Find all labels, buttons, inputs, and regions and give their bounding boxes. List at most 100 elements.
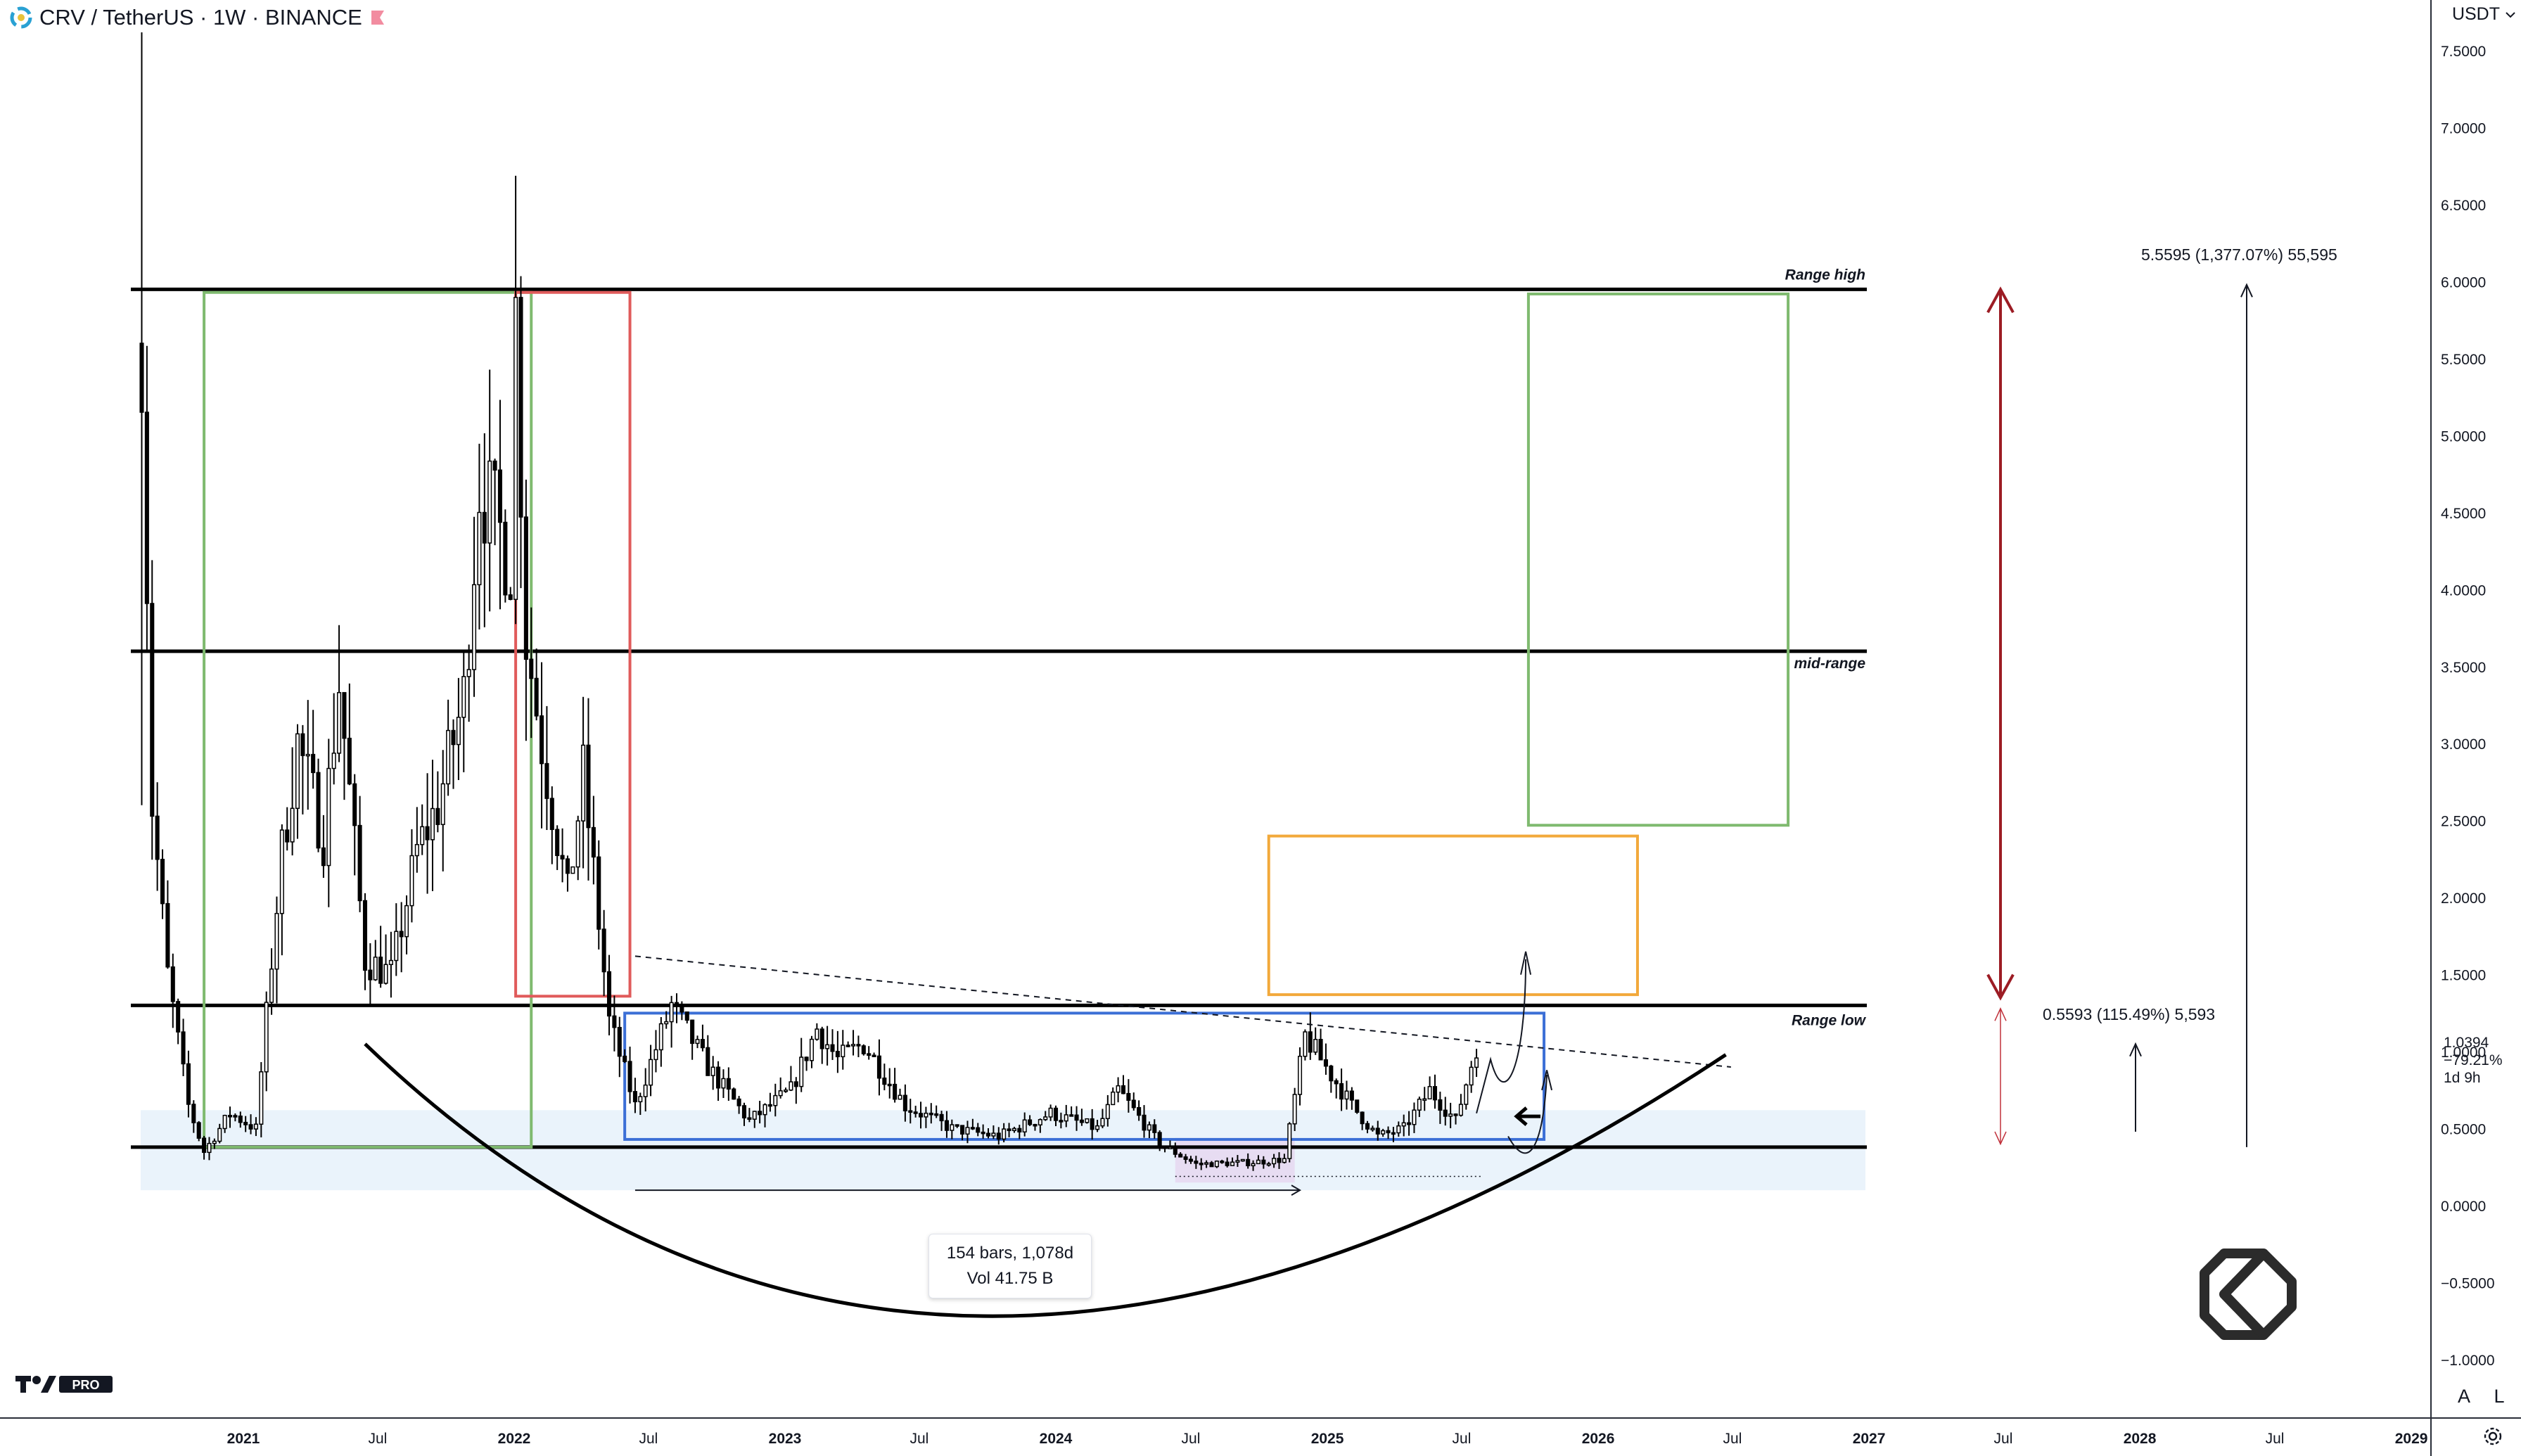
candle-body xyxy=(1220,1161,1225,1163)
candle-body xyxy=(311,753,316,774)
candle-body xyxy=(560,855,565,860)
candle-body xyxy=(1396,1125,1401,1134)
drawing-boxes xyxy=(203,290,1790,1149)
auto-scale-button[interactable]: A xyxy=(2457,1386,2470,1407)
y-axis[interactable]: 7.5000 7.0000 6.5000 6.0000 5.5000 5.0000 4.50… xyxy=(2441,44,2495,1369)
candle-body xyxy=(430,807,435,841)
currency-selector[interactable]: USDT xyxy=(2452,4,2515,25)
candle-body xyxy=(924,1112,928,1118)
candle-body xyxy=(529,658,534,679)
symbol-title[interactable]: CRV / TetherUS · 1W · BINANCE xyxy=(39,5,362,30)
candle-body xyxy=(1105,1104,1110,1119)
candle-body xyxy=(1391,1132,1396,1135)
candle-body xyxy=(985,1132,991,1137)
projection-arrow-head xyxy=(1520,951,1532,975)
gear-icon[interactable] xyxy=(2482,1425,2504,1448)
flag-icon[interactable] xyxy=(369,9,386,26)
candle-body xyxy=(1194,1161,1199,1164)
y-tick-label: 2.5000 xyxy=(2441,814,2486,830)
blue-range-box xyxy=(623,1011,1546,1141)
scale-buttons: A L xyxy=(2452,1386,2511,1407)
range-height-arrow-heads xyxy=(1986,286,2015,1001)
candle-body xyxy=(503,521,508,596)
level-label: Range high xyxy=(1785,267,1865,283)
candle-body xyxy=(497,469,502,523)
log-scale-button[interactable]: L xyxy=(2494,1386,2505,1407)
candle-body xyxy=(1199,1163,1204,1166)
bar-countdown: 1d 9h xyxy=(2444,1070,2481,1086)
candle-body xyxy=(581,744,586,822)
candle-body xyxy=(285,829,290,843)
candle-body xyxy=(362,900,368,971)
x-tick-label: 2026 xyxy=(1582,1431,1615,1447)
candle-body xyxy=(732,1088,736,1100)
candle-body xyxy=(1048,1107,1053,1118)
candle-body xyxy=(825,1044,830,1049)
candle-body xyxy=(1178,1154,1183,1158)
candle-body xyxy=(1266,1163,1271,1166)
candle-body xyxy=(212,1140,217,1144)
y-tick-label: 7.0000 xyxy=(2441,120,2486,136)
candle-body xyxy=(1022,1119,1027,1132)
y-tick-label: 0.5000 xyxy=(2441,1122,2486,1138)
candle-body xyxy=(1381,1130,1386,1135)
y-tick-label: 1.0000 xyxy=(2441,1045,2486,1061)
candle-body xyxy=(1432,1086,1438,1101)
candle-body xyxy=(1422,1098,1427,1101)
current-price-label: 1.0394 −79.21% 1d 9h xyxy=(2444,1034,2503,1087)
target-arrow-long-head xyxy=(2240,283,2253,298)
tradingview-pro-logo[interactable]: PRO xyxy=(15,1373,114,1396)
x-axis[interactable]: 2021 Jul 2022 Jul 2023 Jul 2024 Jul 2025 Jul 2026 J… xyxy=(227,1431,2428,1447)
candle-body xyxy=(955,1124,959,1127)
candle-body xyxy=(420,826,425,845)
candle-body xyxy=(1079,1119,1084,1123)
candle-body xyxy=(404,905,409,938)
candle-body xyxy=(799,1056,804,1087)
candle-body xyxy=(466,669,471,677)
green-target-box xyxy=(1526,292,1790,827)
watermark-logo xyxy=(2200,1249,2297,1340)
candle-body xyxy=(555,829,560,857)
candle-body xyxy=(575,820,580,868)
candle-body xyxy=(856,1044,861,1047)
candle-body xyxy=(1349,1090,1354,1101)
x-tick-label: 2024 xyxy=(1040,1431,1073,1447)
candle-body xyxy=(1272,1158,1277,1165)
candle-body xyxy=(669,1002,674,1023)
candle-body xyxy=(368,969,373,981)
current-price-value: 1.0394 xyxy=(2444,1035,2489,1051)
candle-body xyxy=(456,717,461,746)
candle-body xyxy=(1308,1031,1313,1053)
candle-body xyxy=(1116,1085,1121,1093)
candle-body xyxy=(513,297,518,600)
candle-body xyxy=(259,1071,264,1125)
y-tick-label: 5.0000 xyxy=(2441,428,2486,445)
candle-body xyxy=(435,807,440,825)
candle-body xyxy=(144,411,149,604)
candle-body xyxy=(326,767,331,867)
candle-body xyxy=(316,772,321,849)
candle-body xyxy=(876,1055,881,1079)
candle-body xyxy=(835,1050,840,1058)
candle-body xyxy=(1152,1124,1157,1133)
x-tick-label: Jul xyxy=(368,1431,387,1447)
symbol-header[interactable]: CRV / TetherUS · 1W · BINANCE xyxy=(10,3,386,32)
candle-body xyxy=(295,733,300,809)
candle-body xyxy=(549,798,554,830)
current-price-change: −79.21% xyxy=(2444,1052,2503,1068)
candle-body xyxy=(565,858,570,874)
level-label: Range low xyxy=(1792,1012,1867,1028)
candle-body xyxy=(1157,1132,1162,1148)
x-tick-label: Jul xyxy=(1723,1431,1742,1447)
candle-body xyxy=(186,1063,191,1105)
candle-body xyxy=(1209,1162,1214,1168)
candle-body xyxy=(627,1061,632,1092)
curve-logo-icon xyxy=(10,6,32,29)
candle-body xyxy=(684,1011,689,1021)
candle-body xyxy=(570,866,575,874)
candle-body xyxy=(612,1015,617,1028)
support-zone xyxy=(141,1110,1865,1191)
candle-body xyxy=(1126,1092,1131,1101)
candle-body xyxy=(950,1124,955,1131)
